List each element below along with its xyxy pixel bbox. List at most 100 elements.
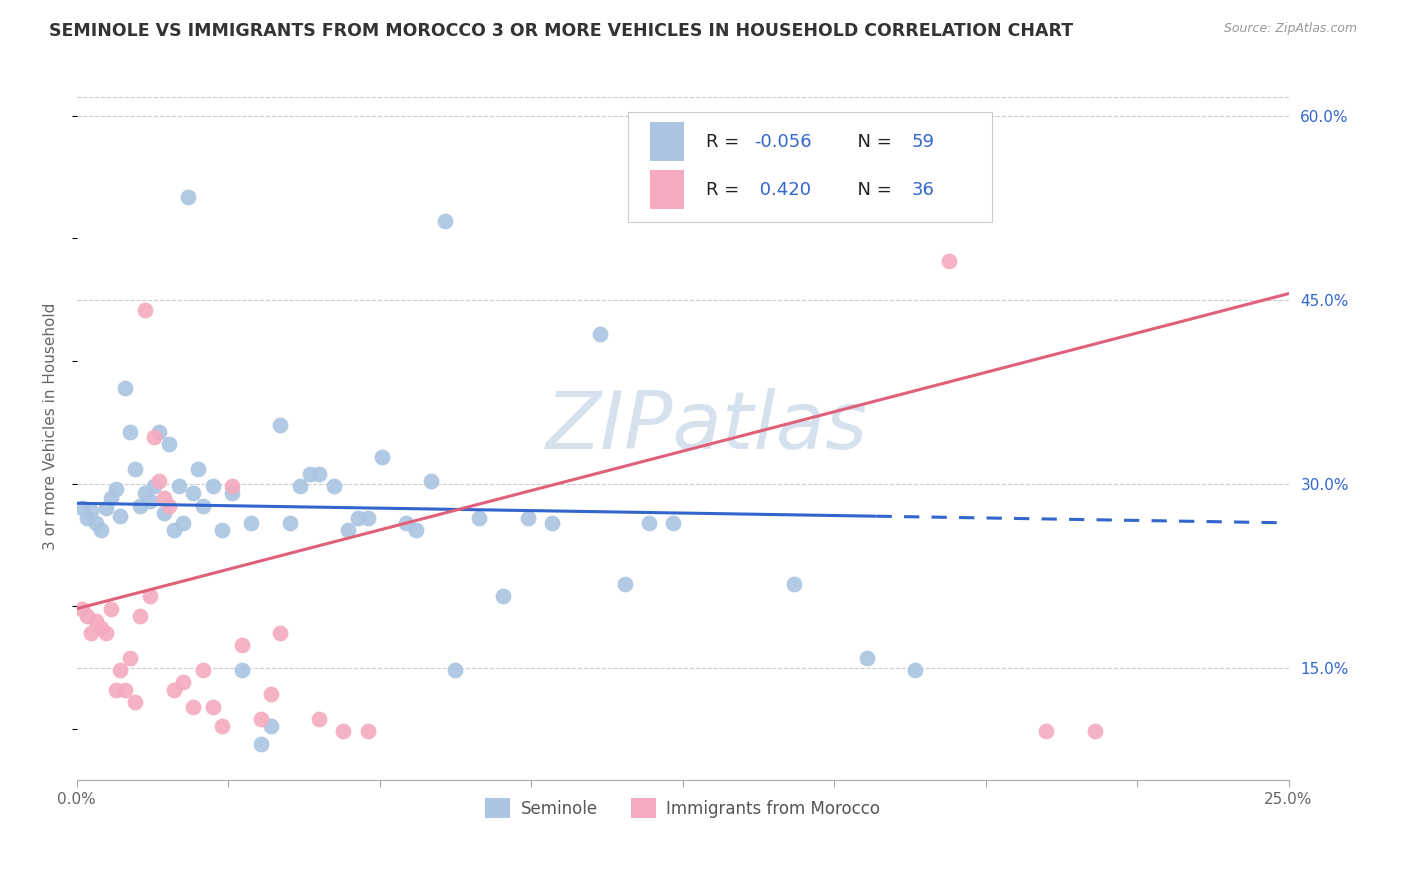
Point [157,437,180,451]
Point [1035,724,1057,739]
Point [856,650,879,665]
Point [637,516,659,530]
Point [211,719,233,733]
Point [1084,724,1107,739]
Point [110,508,132,523]
Point [143,479,166,493]
Point [269,626,291,640]
Point [419,474,441,488]
Point [231,639,253,653]
Point [80,626,103,640]
Point [177,190,200,204]
Text: SEMINOLE VS IMMIGRANTS FROM MOROCCO 3 OR MORE VEHICLES IN HOUSEHOLD CORRELATION : SEMINOLE VS IMMIGRANTS FROM MOROCCO 3 OR… [49,22,1073,40]
Point [153,491,176,506]
Point [250,737,273,751]
Point [405,523,427,537]
Point [783,577,806,591]
Point [114,381,136,395]
Point [124,695,146,709]
Point [120,650,142,665]
Point [94,626,117,640]
Point [434,214,457,228]
Point [221,486,243,500]
Bar [650,170,683,209]
Point [337,523,360,537]
Point [322,479,344,493]
Point [70,501,93,516]
Point [540,516,562,530]
Point [240,516,263,530]
Point [80,503,103,517]
Text: ZIPatlas: ZIPatlas [546,388,868,466]
Point [124,462,146,476]
Text: 36: 36 [911,181,935,199]
Point [163,682,186,697]
Point [138,493,160,508]
Point [84,516,107,530]
Point [589,327,612,342]
Point [356,511,378,525]
Point [938,253,960,268]
Point [613,577,636,591]
Text: R =: R = [706,181,745,199]
Point [201,699,224,714]
Point [134,302,156,317]
Point [104,682,127,697]
Point [347,511,370,525]
Point [148,425,170,439]
Point [120,425,142,439]
Point [187,462,209,476]
Point [395,516,418,530]
Point [90,523,112,537]
Point [516,511,538,525]
Point [308,712,330,726]
Point [308,467,330,481]
Point [260,688,283,702]
Point [76,609,98,624]
Point [332,724,354,739]
Point [181,486,204,500]
Text: N =: N = [846,133,898,151]
Point [211,523,233,537]
Point [444,663,467,677]
Point [221,479,243,493]
Point [298,467,321,481]
Point [492,590,515,604]
Point [250,712,273,726]
Legend: Seminole, Immigrants from Morocco: Seminole, Immigrants from Morocco [479,791,887,825]
Text: Source: ZipAtlas.com: Source: ZipAtlas.com [1223,22,1357,36]
Point [90,621,112,635]
Point [104,482,127,496]
Text: N =: N = [846,181,898,199]
Point [371,450,394,464]
Point [114,682,136,697]
Point [173,675,195,690]
Point [173,516,195,530]
Bar [650,122,683,161]
Point [191,663,214,677]
Point [269,417,291,432]
Point [143,430,166,444]
Point [356,724,378,739]
Point [278,516,301,530]
Text: R =: R = [706,133,745,151]
Point [128,609,150,624]
Point [70,601,93,615]
Point [167,479,190,493]
Point [662,516,685,530]
Point [157,499,180,513]
Point [84,614,107,628]
Point [153,506,176,520]
FancyBboxPatch shape [628,112,991,221]
Point [181,699,204,714]
Point [110,663,132,677]
Point [163,523,186,537]
Point [100,491,122,506]
Y-axis label: 3 or more Vehicles in Household: 3 or more Vehicles in Household [44,303,58,550]
Point [201,479,224,493]
Text: 59: 59 [911,133,935,151]
Point [260,719,283,733]
Point [134,486,156,500]
Point [148,474,170,488]
Point [468,511,491,525]
